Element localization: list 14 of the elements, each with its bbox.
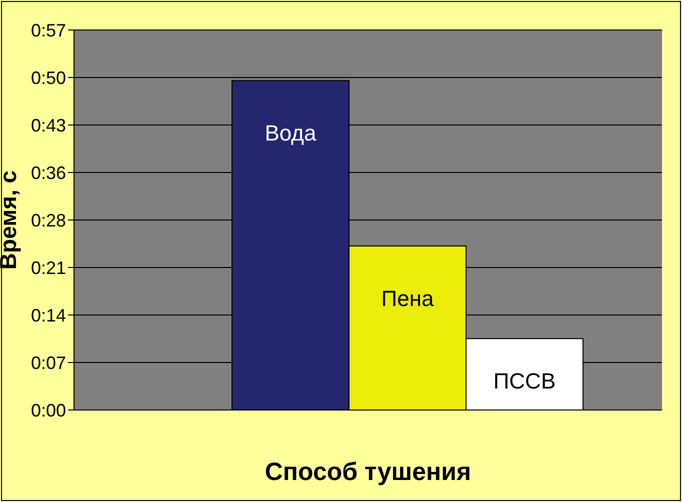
y-tick-label: 0:57 xyxy=(30,20,66,40)
x-axis-title: Способ тушения xyxy=(264,458,472,486)
y-tick-label: 0:36 xyxy=(30,162,66,183)
y-tick-label: 0:21 xyxy=(30,258,66,278)
series-label: Вода xyxy=(264,120,318,146)
series-label: Пена xyxy=(381,286,434,311)
y-tick-label: 0:14 xyxy=(30,305,66,326)
y-axis-title: Время, с xyxy=(0,170,22,270)
series-label: ПССВ xyxy=(493,368,556,394)
y-tick-label: 0:50 xyxy=(30,68,66,88)
y-tick-label: 0:07 xyxy=(30,352,66,373)
y-tick-label: 0:00 xyxy=(30,400,66,420)
y-tick-label: 0:43 xyxy=(30,115,66,136)
y-tick-label: 0:28 xyxy=(30,210,66,230)
